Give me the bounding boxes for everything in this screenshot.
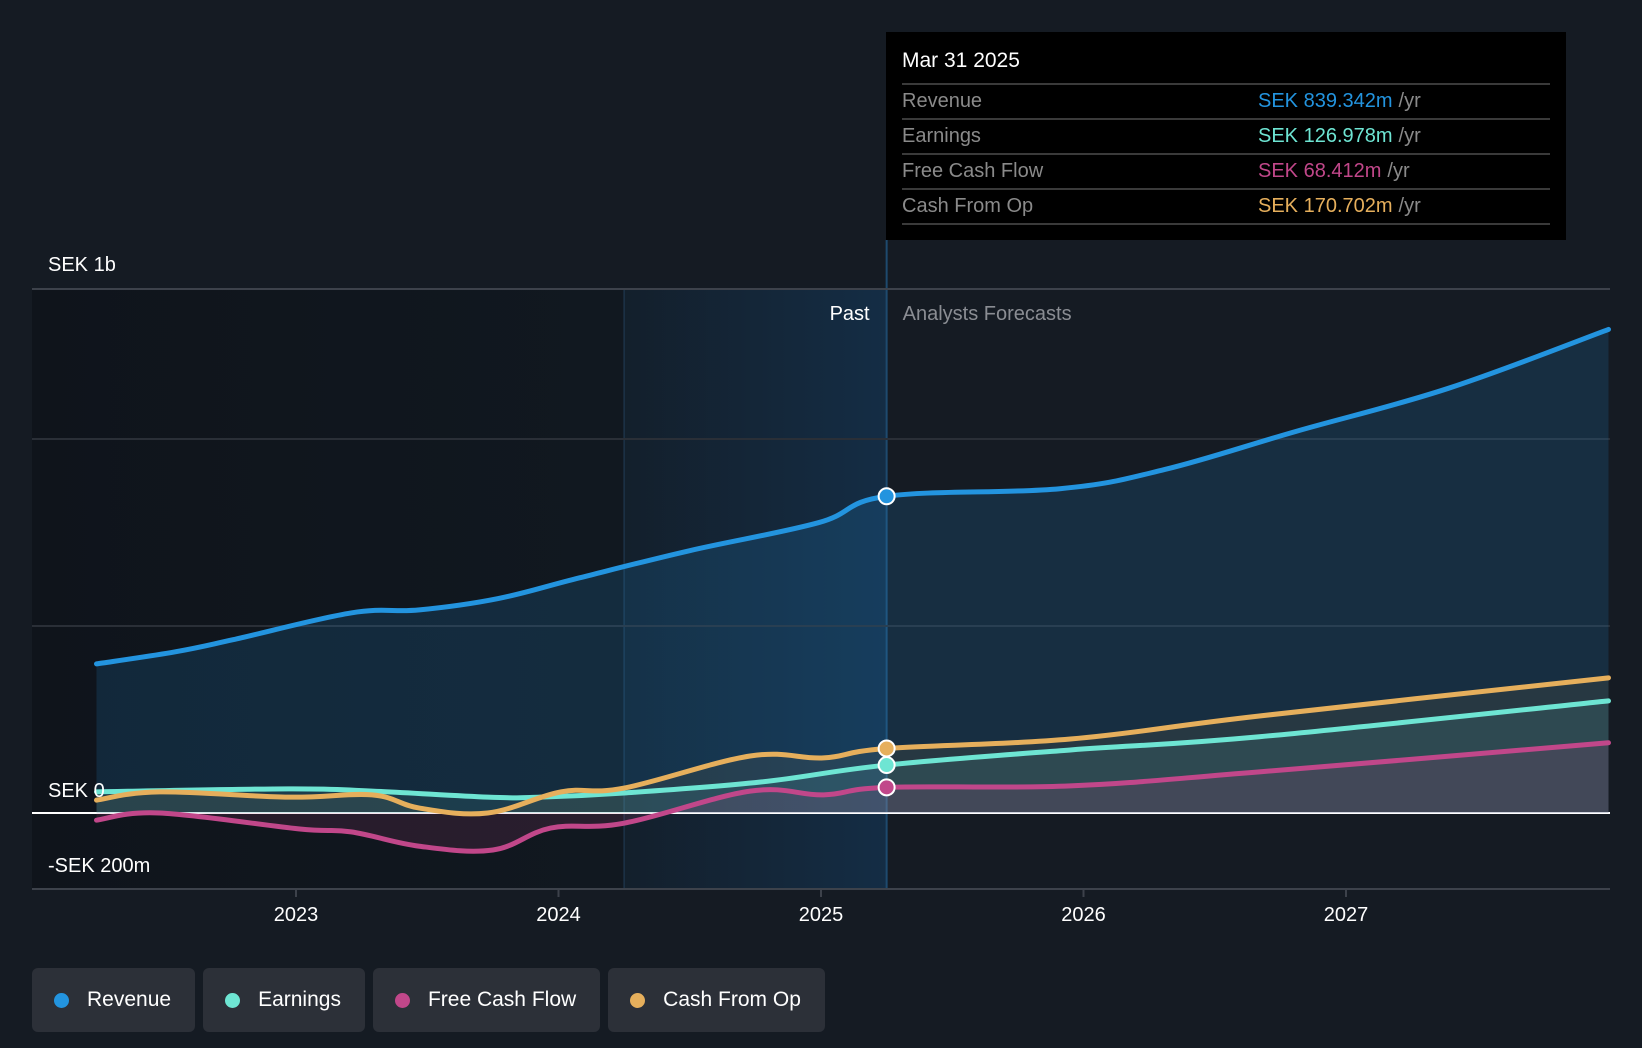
legend: Revenue Earnings Free Cash Flow Cash Fro… (32, 968, 825, 1032)
revenue-line (94, 326, 1611, 667)
cash-from-op-dot-icon (630, 992, 646, 1008)
cash-from-op-line (94, 675, 1611, 817)
x-tick-label: 2025 (799, 904, 844, 926)
legend-item-revenue[interactable]: Revenue (32, 968, 196, 1032)
tooltip-value: SEK 839.342m (1258, 90, 1393, 112)
y-axis-label: SEK 1b (48, 254, 116, 276)
tooltip-unit: /yr (1398, 195, 1421, 217)
earnings-area (96, 700, 1609, 813)
tooltip-row-cash-from-op: Cash From Op SEK 170.702m /yr (902, 190, 1550, 225)
past-label: Past (830, 303, 870, 325)
tooltip-label: Revenue (902, 90, 983, 112)
revenue-point (877, 487, 896, 506)
tooltip-row-earnings: Earnings SEK 126.978m /yr (902, 120, 1550, 155)
earnings-line (94, 698, 1611, 801)
tooltip-label: Free Cash Flow (902, 160, 1044, 182)
revenue-area (96, 329, 1609, 813)
tooltip-date: Mar 31 2025 (902, 46, 1550, 85)
tooltip-unit: /yr (1398, 90, 1421, 112)
tooltip-row-free-cash-flow: Free Cash Flow SEK 68.412m /yr (902, 155, 1550, 190)
tooltip-unit: /yr (1398, 125, 1421, 147)
tooltip-label: Earnings (902, 125, 981, 147)
cash-from-op-area (96, 677, 1609, 814)
tooltip-value: SEK 68.412m (1258, 160, 1382, 182)
y-axis-label: SEK 0 (48, 780, 105, 802)
earnings-dot-icon (225, 992, 241, 1008)
tooltip-label: Cash From Op (902, 195, 1034, 217)
legend-label: Cash From Op (663, 988, 801, 1011)
free-cash-flow-point (877, 778, 896, 797)
tooltip-value: SEK 126.978m (1258, 125, 1393, 147)
free-cash-flow-area (96, 742, 1609, 852)
tooltip-value: SEK 170.702m (1258, 195, 1393, 217)
tooltip-row-revenue: Revenue SEK 839.342m /yr (902, 85, 1550, 120)
legend-item-cash-from-op[interactable]: Cash From Op (608, 968, 825, 1032)
tooltip: Mar 31 2025 Revenue SEK 839.342m /yr Ear… (886, 32, 1566, 240)
free-cash-flow-line (94, 740, 1611, 854)
forecast-label: Analysts Forecasts (903, 303, 1072, 325)
x-tick-label: 2023 (274, 904, 319, 926)
legend-item-free-cash-flow[interactable]: Free Cash Flow (372, 968, 601, 1032)
tooltip-unit: /yr (1387, 160, 1410, 182)
earnings-point (877, 756, 896, 775)
x-tick-label: 2024 (536, 904, 581, 926)
legend-label: Free Cash Flow (427, 988, 577, 1011)
x-tick-label: 2027 (1324, 904, 1369, 926)
y-axis-label: -SEK 200m (48, 855, 150, 877)
free-cash-flow-dot-icon (394, 992, 410, 1008)
cash-from-op-point (877, 739, 896, 758)
legend-label: Earnings (258, 988, 341, 1011)
revenue-dot-icon (54, 992, 69, 1008)
legend-label: Revenue (87, 988, 172, 1011)
legend-item-earnings[interactable]: Earnings (203, 968, 365, 1032)
x-tick-label: 2026 (1061, 904, 1106, 926)
